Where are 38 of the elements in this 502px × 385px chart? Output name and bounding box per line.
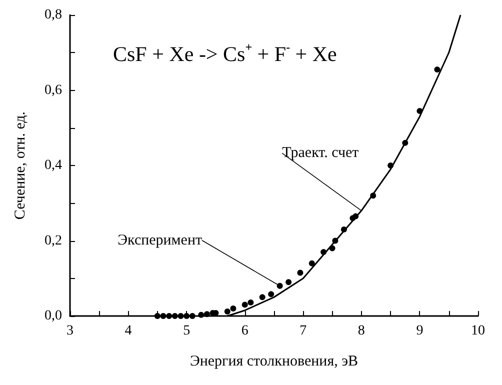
x-tick-label: 4 xyxy=(124,324,132,338)
point xyxy=(166,313,172,319)
x-tick-label: 7 xyxy=(300,324,307,338)
x-tick-label: 6 xyxy=(241,324,248,338)
point xyxy=(242,302,248,308)
point xyxy=(268,291,274,298)
y-axis-title: Сечение, отн. ед. xyxy=(12,111,28,220)
x-tick-label: 8 xyxy=(358,324,365,338)
point xyxy=(154,313,160,319)
x-tick-label: 3 xyxy=(66,324,74,338)
point xyxy=(276,282,283,289)
point xyxy=(189,313,196,319)
text: Траект. счет xyxy=(282,145,360,162)
point xyxy=(178,313,184,319)
point xyxy=(230,305,236,312)
point xyxy=(286,279,292,286)
point xyxy=(297,270,304,276)
x-tick-label: 5 xyxy=(183,324,190,338)
x-tick-label: 9 xyxy=(416,324,424,338)
text: Эксперимент xyxy=(118,232,202,248)
y-tick-label: 0,2 xyxy=(44,233,62,248)
y-tick-label: 0,8 xyxy=(44,8,62,22)
point xyxy=(184,313,190,319)
point xyxy=(204,311,210,318)
point xyxy=(172,313,178,319)
point xyxy=(224,308,230,314)
y-tick-label: 0,6 xyxy=(44,82,62,98)
y-tick-label: 0,4 xyxy=(44,158,62,173)
point xyxy=(259,294,266,300)
point xyxy=(160,313,166,319)
point xyxy=(434,66,440,73)
y-tick-label: 0,0 xyxy=(44,308,62,324)
point xyxy=(198,312,204,318)
x-axis-title: Энергия столкновения, эВ xyxy=(190,354,358,370)
point xyxy=(308,260,315,266)
x-tick-label: 10 xyxy=(471,324,485,338)
text: CsF + Xe -> Cs+ + F- + Xe xyxy=(113,40,337,66)
point xyxy=(248,299,254,306)
